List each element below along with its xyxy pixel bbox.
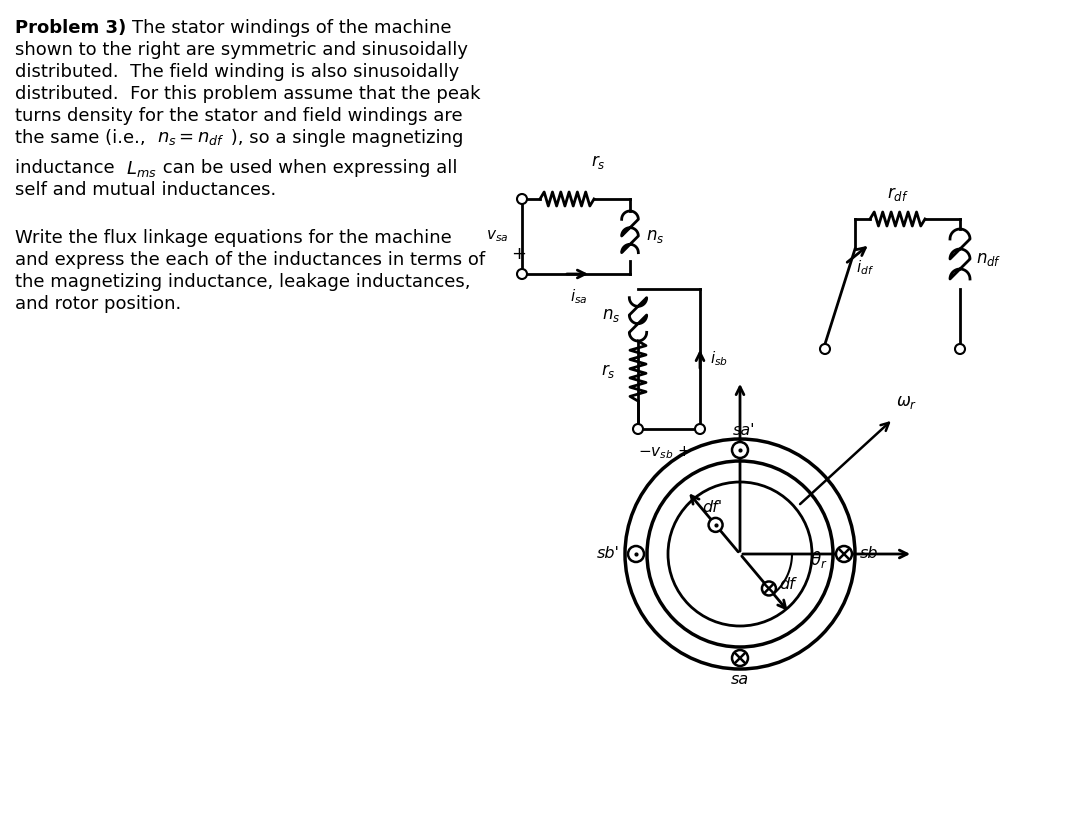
Circle shape [732, 442, 748, 458]
Text: turns density for the stator and field windings are: turns density for the stator and field w… [15, 107, 462, 125]
Circle shape [820, 344, 831, 354]
Text: $n_s$: $n_s$ [646, 227, 664, 245]
Text: shown to the right are symmetric and sinusoidally: shown to the right are symmetric and sin… [15, 41, 468, 59]
Circle shape [517, 194, 527, 204]
Text: Write the flux linkage equations for the machine: Write the flux linkage equations for the… [15, 229, 451, 247]
Text: $i_{df}$: $i_{df}$ [856, 258, 874, 277]
Text: Problem 3): Problem 3) [15, 19, 133, 37]
Text: $\theta_r$: $\theta_r$ [810, 549, 827, 569]
Text: $n_{df}$: $n_{df}$ [976, 250, 1001, 268]
Text: $r_{df}$: $r_{df}$ [887, 185, 908, 203]
Text: $i_{sb}$: $i_{sb}$ [710, 350, 728, 369]
Circle shape [955, 344, 966, 354]
Text: $\omega_r$: $\omega_r$ [896, 393, 917, 411]
Text: $i_{sa}$: $i_{sa}$ [570, 287, 588, 305]
Circle shape [627, 546, 644, 562]
Text: $-v_{sb}$ $+$: $-v_{sb}$ $+$ [637, 444, 690, 461]
Circle shape [732, 650, 748, 666]
Text: and rotor position.: and rotor position. [15, 295, 181, 313]
Text: $r_s$: $r_s$ [602, 362, 616, 380]
Circle shape [633, 424, 643, 434]
Text: sb': sb' [597, 546, 620, 562]
Text: sb: sb [860, 546, 878, 562]
Circle shape [761, 581, 775, 595]
Text: $L_{ms}$: $L_{ms}$ [126, 159, 157, 179]
Text: df: df [779, 577, 795, 592]
Text: can be used when expressing all: can be used when expressing all [157, 159, 457, 177]
Text: $v_{sa}$: $v_{sa}$ [486, 229, 508, 244]
Text: +: + [512, 245, 527, 263]
Text: ), so a single magnetizing: ), so a single magnetizing [225, 129, 463, 147]
Text: sa': sa' [732, 423, 755, 438]
Text: sa: sa [731, 672, 750, 687]
Text: inductance: inductance [15, 159, 126, 177]
Text: self and mutual inductances.: self and mutual inductances. [15, 181, 276, 199]
Circle shape [696, 424, 705, 434]
Circle shape [517, 269, 527, 279]
Text: $r_s$: $r_s$ [591, 153, 605, 171]
Text: The stator windings of the machine: The stator windings of the machine [133, 19, 453, 37]
Text: df': df' [702, 500, 723, 515]
Circle shape [708, 518, 723, 532]
Text: and express the each of the inductances in terms of: and express the each of the inductances … [15, 251, 485, 269]
Text: $n_s = n_{df}$: $n_s = n_{df}$ [157, 129, 225, 147]
Text: $n_s$: $n_s$ [602, 306, 620, 324]
Circle shape [836, 546, 852, 562]
Text: the same (i.e.,: the same (i.e., [15, 129, 157, 147]
Text: the magnetizing inductance, leakage inductances,: the magnetizing inductance, leakage indu… [15, 273, 471, 291]
Text: distributed.  For this problem assume that the peak: distributed. For this problem assume tha… [15, 85, 481, 103]
Text: distributed.  The field winding is also sinusoidally: distributed. The field winding is also s… [15, 63, 459, 81]
